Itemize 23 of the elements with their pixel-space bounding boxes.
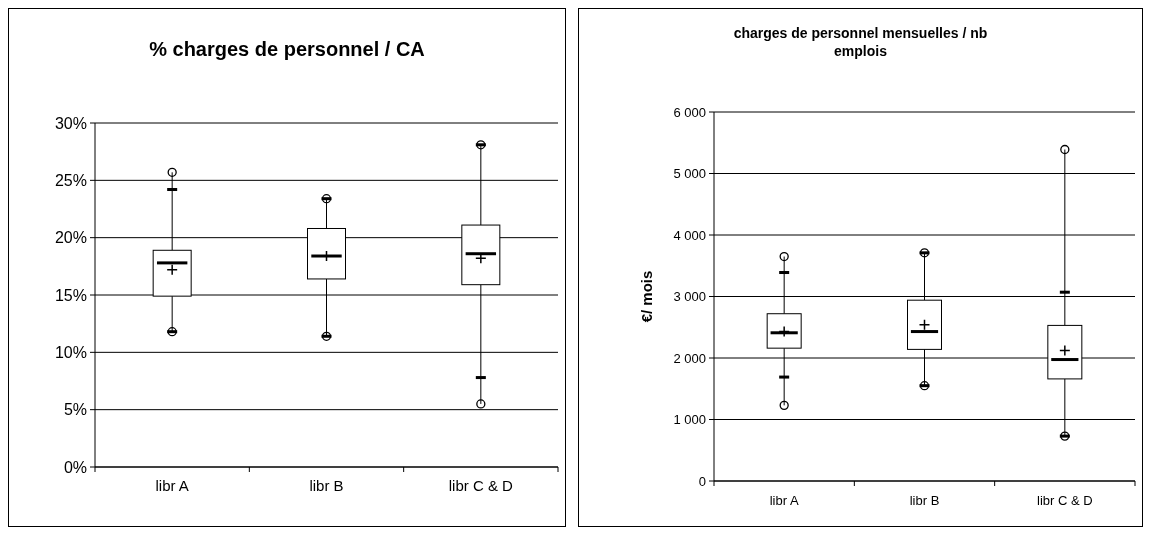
y-tick-label: 5% xyxy=(63,401,87,419)
y-tick-label: 4 000 xyxy=(673,227,706,243)
x-tick-label: libr C & D xyxy=(1037,493,1093,508)
y-tick-label: 15% xyxy=(54,286,87,304)
y-tick-label: 0% xyxy=(63,458,87,476)
y-tick-label: 1 000 xyxy=(673,412,706,428)
y-tick-label: 3 000 xyxy=(673,289,706,305)
x-tick-label: libr B xyxy=(309,477,344,494)
x-tick-label: libr A xyxy=(155,477,189,494)
y-tick-label: 0 xyxy=(698,473,706,489)
y-tick-label: 30% xyxy=(54,114,87,132)
y-tick-label: 10% xyxy=(54,343,87,361)
chart-title: % charges de personnel / CA xyxy=(149,38,425,60)
y-axis-title: €/ mois xyxy=(638,270,655,323)
x-tick-label: libr B xyxy=(909,493,940,508)
y-tick-label: 6 000 xyxy=(673,104,706,120)
chart-title: charges de personnel mensuelles / nb emplois xyxy=(733,25,988,60)
y-tick-label: 2 000 xyxy=(673,350,706,366)
x-tick-label: libr C & D xyxy=(448,477,514,494)
x-tick-label: libr A xyxy=(769,493,799,508)
y-tick-label: 20% xyxy=(54,229,87,247)
y-tick-label: 25% xyxy=(54,171,87,189)
y-tick-label: 5 000 xyxy=(673,166,706,182)
